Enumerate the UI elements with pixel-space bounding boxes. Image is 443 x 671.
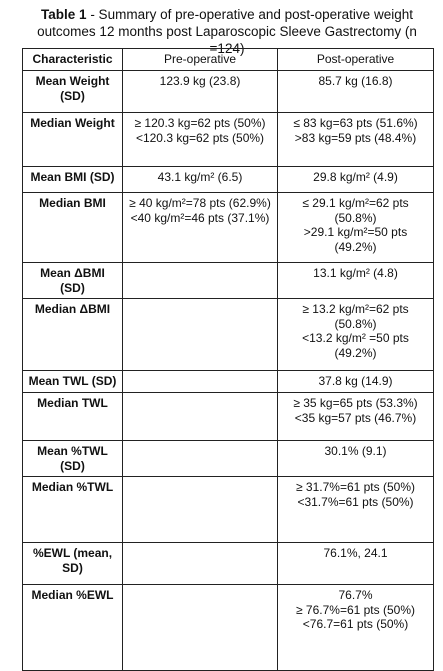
cell: 13.1 kg/m² (4.8) [277, 262, 434, 299]
row-label: Median Weight [22, 112, 123, 167]
cell-line: 37.8 kg (14.9) [318, 374, 393, 388]
cell-line: 85.7 kg (16.8) [318, 74, 393, 88]
row-label: Median TWL [22, 392, 123, 441]
cell: ≥ 40 kg/m²=78 pts (62.9%) <40 kg/m²=46 pt… [122, 192, 278, 263]
row-label: Median BMI [22, 192, 123, 263]
header-cell: Post-operative [277, 48, 434, 71]
cell: 37.8 kg (14.9) [277, 370, 434, 393]
table-row: Median %EWL 76.7% ≥ 76.7%=61 pts (50%) <76.… [22, 584, 434, 671]
cell-line: <13.2 kg/m² =50 pts (49.2%) [302, 331, 409, 360]
cell: 85.7 kg (16.8) [277, 70, 434, 113]
cell-line: 29.8 kg/m² (4.9) [313, 170, 398, 184]
cell: ≤ 83 kg=63 pts (51.6%) >83 kg=59 pts (48.… [277, 112, 434, 167]
cell: 43.1 kg/m² (6.5) [122, 166, 278, 193]
cell-line: ≥ 31.7%=61 pts (50%) [296, 480, 415, 494]
header-cell: Pre-operative [122, 48, 278, 71]
cell: ≥ 120.3 kg=62 pts (50%) <120.3 kg=62 pts … [122, 112, 278, 167]
cell [122, 392, 278, 441]
cell-line: ≥ 120.3 kg=62 pts (50%) [134, 116, 266, 130]
cell [122, 298, 278, 371]
table-row: Median ΔBMI ≥ 13.2 kg/m²=62 pts (50.8%) <1… [22, 298, 434, 371]
cell: 123.9 kg (23.8) [122, 70, 278, 113]
row-label: Mean Weight (SD) [22, 70, 123, 113]
cell-line: 123.9 kg (23.8) [159, 74, 241, 88]
cell-line: 13.1 kg/m² (4.8) [313, 266, 398, 280]
cell: ≥ 35 kg=65 pts (53.3%) <35 kg=57 pts (46.… [277, 392, 434, 441]
table-row: Mean TWL (SD) 37.8 kg (14.9) [22, 370, 434, 393]
cell-line: 76.1%, 24.1 [323, 546, 388, 560]
cell [122, 476, 278, 543]
cell [122, 584, 278, 671]
cell [122, 542, 278, 585]
cell-line: ≥ 35 kg=65 pts (53.3%) [293, 396, 418, 410]
cell: ≤ 29.1 kg/m²=62 pts (50.8%) >29.1 kg/m²=5… [277, 192, 434, 263]
cell-line: ≥ 40 kg/m²=78 pts (62.9%) [129, 196, 271, 210]
table-row: Median %TWL ≥ 31.7%=61 pts (50%) <31.7%=61… [22, 476, 434, 543]
cell-line: 76.7% [338, 588, 373, 602]
row-label: %EWL (mean, SD) [22, 542, 123, 585]
table-row: Mean BMI (SD) 43.1 kg/m² (6.5) 29.8 kg/m² … [22, 166, 434, 193]
cell-line: >83 kg=59 pts (48.4%) [294, 130, 417, 145]
cell [122, 370, 278, 393]
row-label: Median ΔBMI [22, 298, 123, 371]
header-cell: Characteristic [22, 48, 123, 71]
table-row: Median Weight ≥ 120.3 kg=62 pts (50%) <120… [22, 112, 434, 167]
table-row: Median TWL ≥ 35 kg=65 pts (53.3%) <35 kg=5… [22, 392, 434, 441]
row-label: Mean TWL (SD) [22, 370, 123, 393]
cell-line: ≤ 83 kg=63 pts (51.6%) [293, 116, 418, 130]
row-label: Median %EWL [22, 584, 123, 671]
cell-line: <120.3 kg=62 pts (50%) [135, 130, 265, 145]
row-label: Mean ΔBMI (SD) [22, 262, 123, 299]
cell-line: <31.7%=61 pts (50%) [297, 494, 414, 509]
table: Characteristic Pre-operative Post-operativ… [22, 48, 434, 671]
row-label: Median %TWL [22, 476, 123, 543]
cell: 76.7% ≥ 76.7%=61 pts (50%) <76.7=61 pts (5… [277, 584, 434, 671]
cell [122, 262, 278, 299]
table-row: Mean Weight (SD) 123.9 kg (23.8) 85.7 kg (… [22, 70, 434, 113]
cell: ≥ 13.2 kg/m²=62 pts (50.8%) <13.2 kg/m² =… [277, 298, 434, 371]
row-label: Mean %TWL (SD) [22, 440, 123, 477]
table-row: Median BMI ≥ 40 kg/m²=78 pts (62.9%) <40 k… [22, 192, 434, 263]
header-row: Characteristic Pre-operative Post-operativ… [22, 48, 434, 71]
cell-line: ≤ 29.1 kg/m²=62 pts (50.8%) [302, 196, 409, 225]
cell [122, 440, 278, 477]
cell-line: 30.1% (9.1) [324, 444, 387, 458]
table-label: Table 1 [41, 7, 87, 22]
cell-line: ≥ 13.2 kg/m²=62 pts (50.8%) [302, 302, 409, 331]
cell-line: ≥ 76.7%=61 pts (50%) [296, 602, 415, 617]
row-label: Mean BMI (SD) [22, 166, 123, 193]
cell: 30.1% (9.1) [277, 440, 434, 477]
cell-line: <76.7=61 pts (50%) [302, 617, 409, 631]
table-row: %EWL (mean, SD) 76.1%, 24.1 [22, 542, 434, 585]
table-row: Mean %TWL (SD) 30.1% (9.1) [22, 440, 434, 477]
cell-line: >29.1 kg/m²=50 pts (49.2%) [303, 225, 408, 254]
cell-line: <40 kg/m²=46 pts (37.1%) [130, 210, 270, 225]
cell: ≥ 31.7%=61 pts (50%) <31.7%=61 pts (50%) [277, 476, 434, 543]
cell: 76.1%, 24.1 [277, 542, 434, 585]
table-row: Mean ΔBMI (SD) 13.1 kg/m² (4.8) [22, 262, 434, 299]
cell-line: 43.1 kg/m² (6.5) [157, 170, 243, 184]
cell: 29.8 kg/m² (4.9) [277, 166, 434, 193]
cell-line: <35 kg=57 pts (46.7%) [294, 410, 417, 425]
